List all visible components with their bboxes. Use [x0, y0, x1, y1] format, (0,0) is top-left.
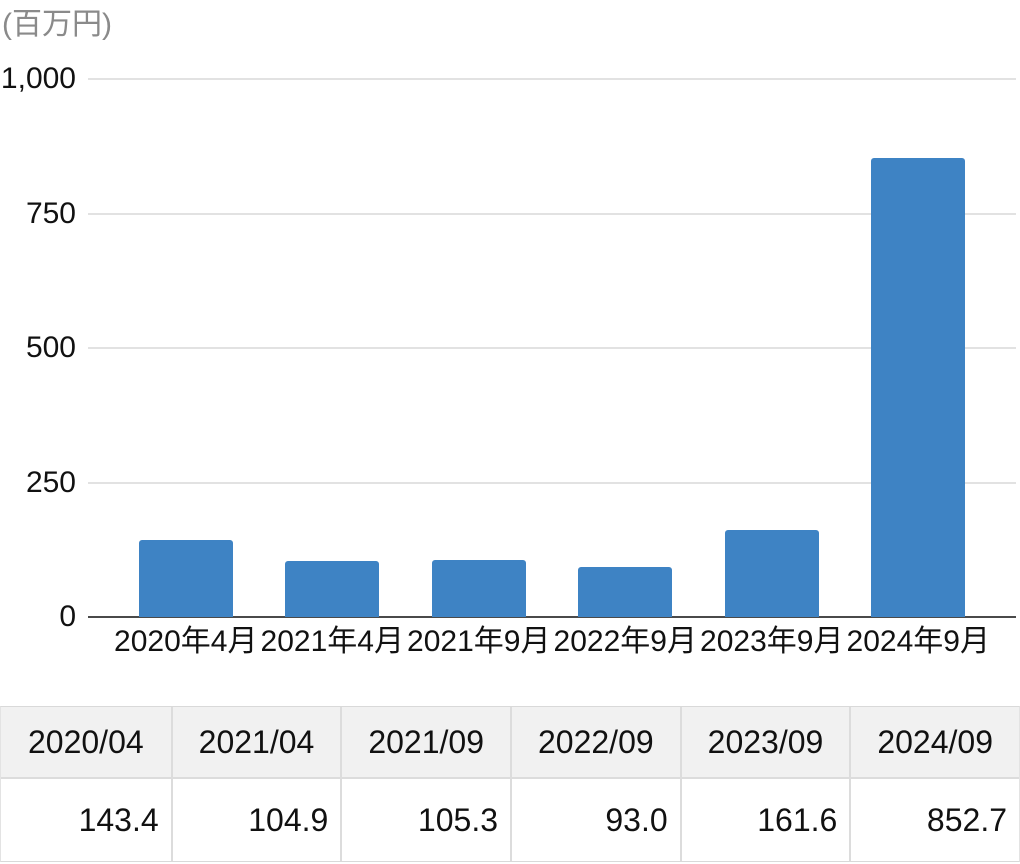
table-value-cell: 105.3 — [340, 779, 510, 861]
plot-area: 0 250 500 750 1,000 2020年4月 2021年4月 2021年9月 2022… — [0, 62, 1016, 658]
y-tick-label: 750 — [25, 196, 76, 230]
y-tick-label: 0 — [59, 600, 76, 633]
bar — [724, 530, 819, 617]
table-header-cell: 2023/09 — [679, 707, 850, 779]
x-tick-label: 2020年4月 — [114, 625, 258, 658]
table-header-cell: 2021/04 — [170, 707, 341, 779]
bar-chart: (百万円) 0 250 500 750 1,000 2020年4月 2021年4月 2021年… — [0, 8, 1016, 658]
table-header-cell: 2022/09 — [510, 707, 680, 779]
table-value-cell: 104.9 — [170, 779, 341, 861]
y-tick-label: 250 — [25, 465, 76, 499]
bar — [431, 560, 526, 617]
table-value-cell: 852.7 — [849, 779, 1019, 861]
x-tick-label: 2023年9月 — [700, 625, 844, 658]
x-tick-label: 2022年9月 — [553, 625, 697, 658]
x-tick-label: 2021年4月 — [260, 625, 404, 658]
y-axis-unit-label: (百万円) — [2, 8, 112, 41]
bar — [871, 158, 966, 617]
gridline — [88, 347, 1016, 349]
data-table: 2020/04 2021/04 2021/09 2022/09 2023/09 2024/… — [0, 706, 1020, 862]
table-header-cell: 2021/09 — [340, 707, 510, 779]
gridline — [88, 78, 1016, 80]
bar — [138, 539, 233, 617]
table-value-cell: 161.6 — [679, 779, 850, 861]
table-value-cell: 93.0 — [510, 779, 680, 861]
bar — [578, 566, 673, 617]
bar — [285, 560, 380, 617]
table-header-cell: 2024/09 — [849, 707, 1019, 779]
x-axis-line — [88, 616, 1016, 618]
table-header-cell: 2020/04 — [1, 707, 171, 779]
gridline — [88, 212, 1016, 215]
x-tick-label: 2024年9月 — [846, 625, 990, 658]
y-tick-label: 500 — [25, 331, 76, 364]
y-tick-label: 1,000 — [0, 62, 76, 95]
table-value-cell: 143.4 — [1, 779, 171, 861]
x-tick-label: 2021年9月 — [407, 625, 551, 658]
gridline — [88, 481, 1016, 484]
